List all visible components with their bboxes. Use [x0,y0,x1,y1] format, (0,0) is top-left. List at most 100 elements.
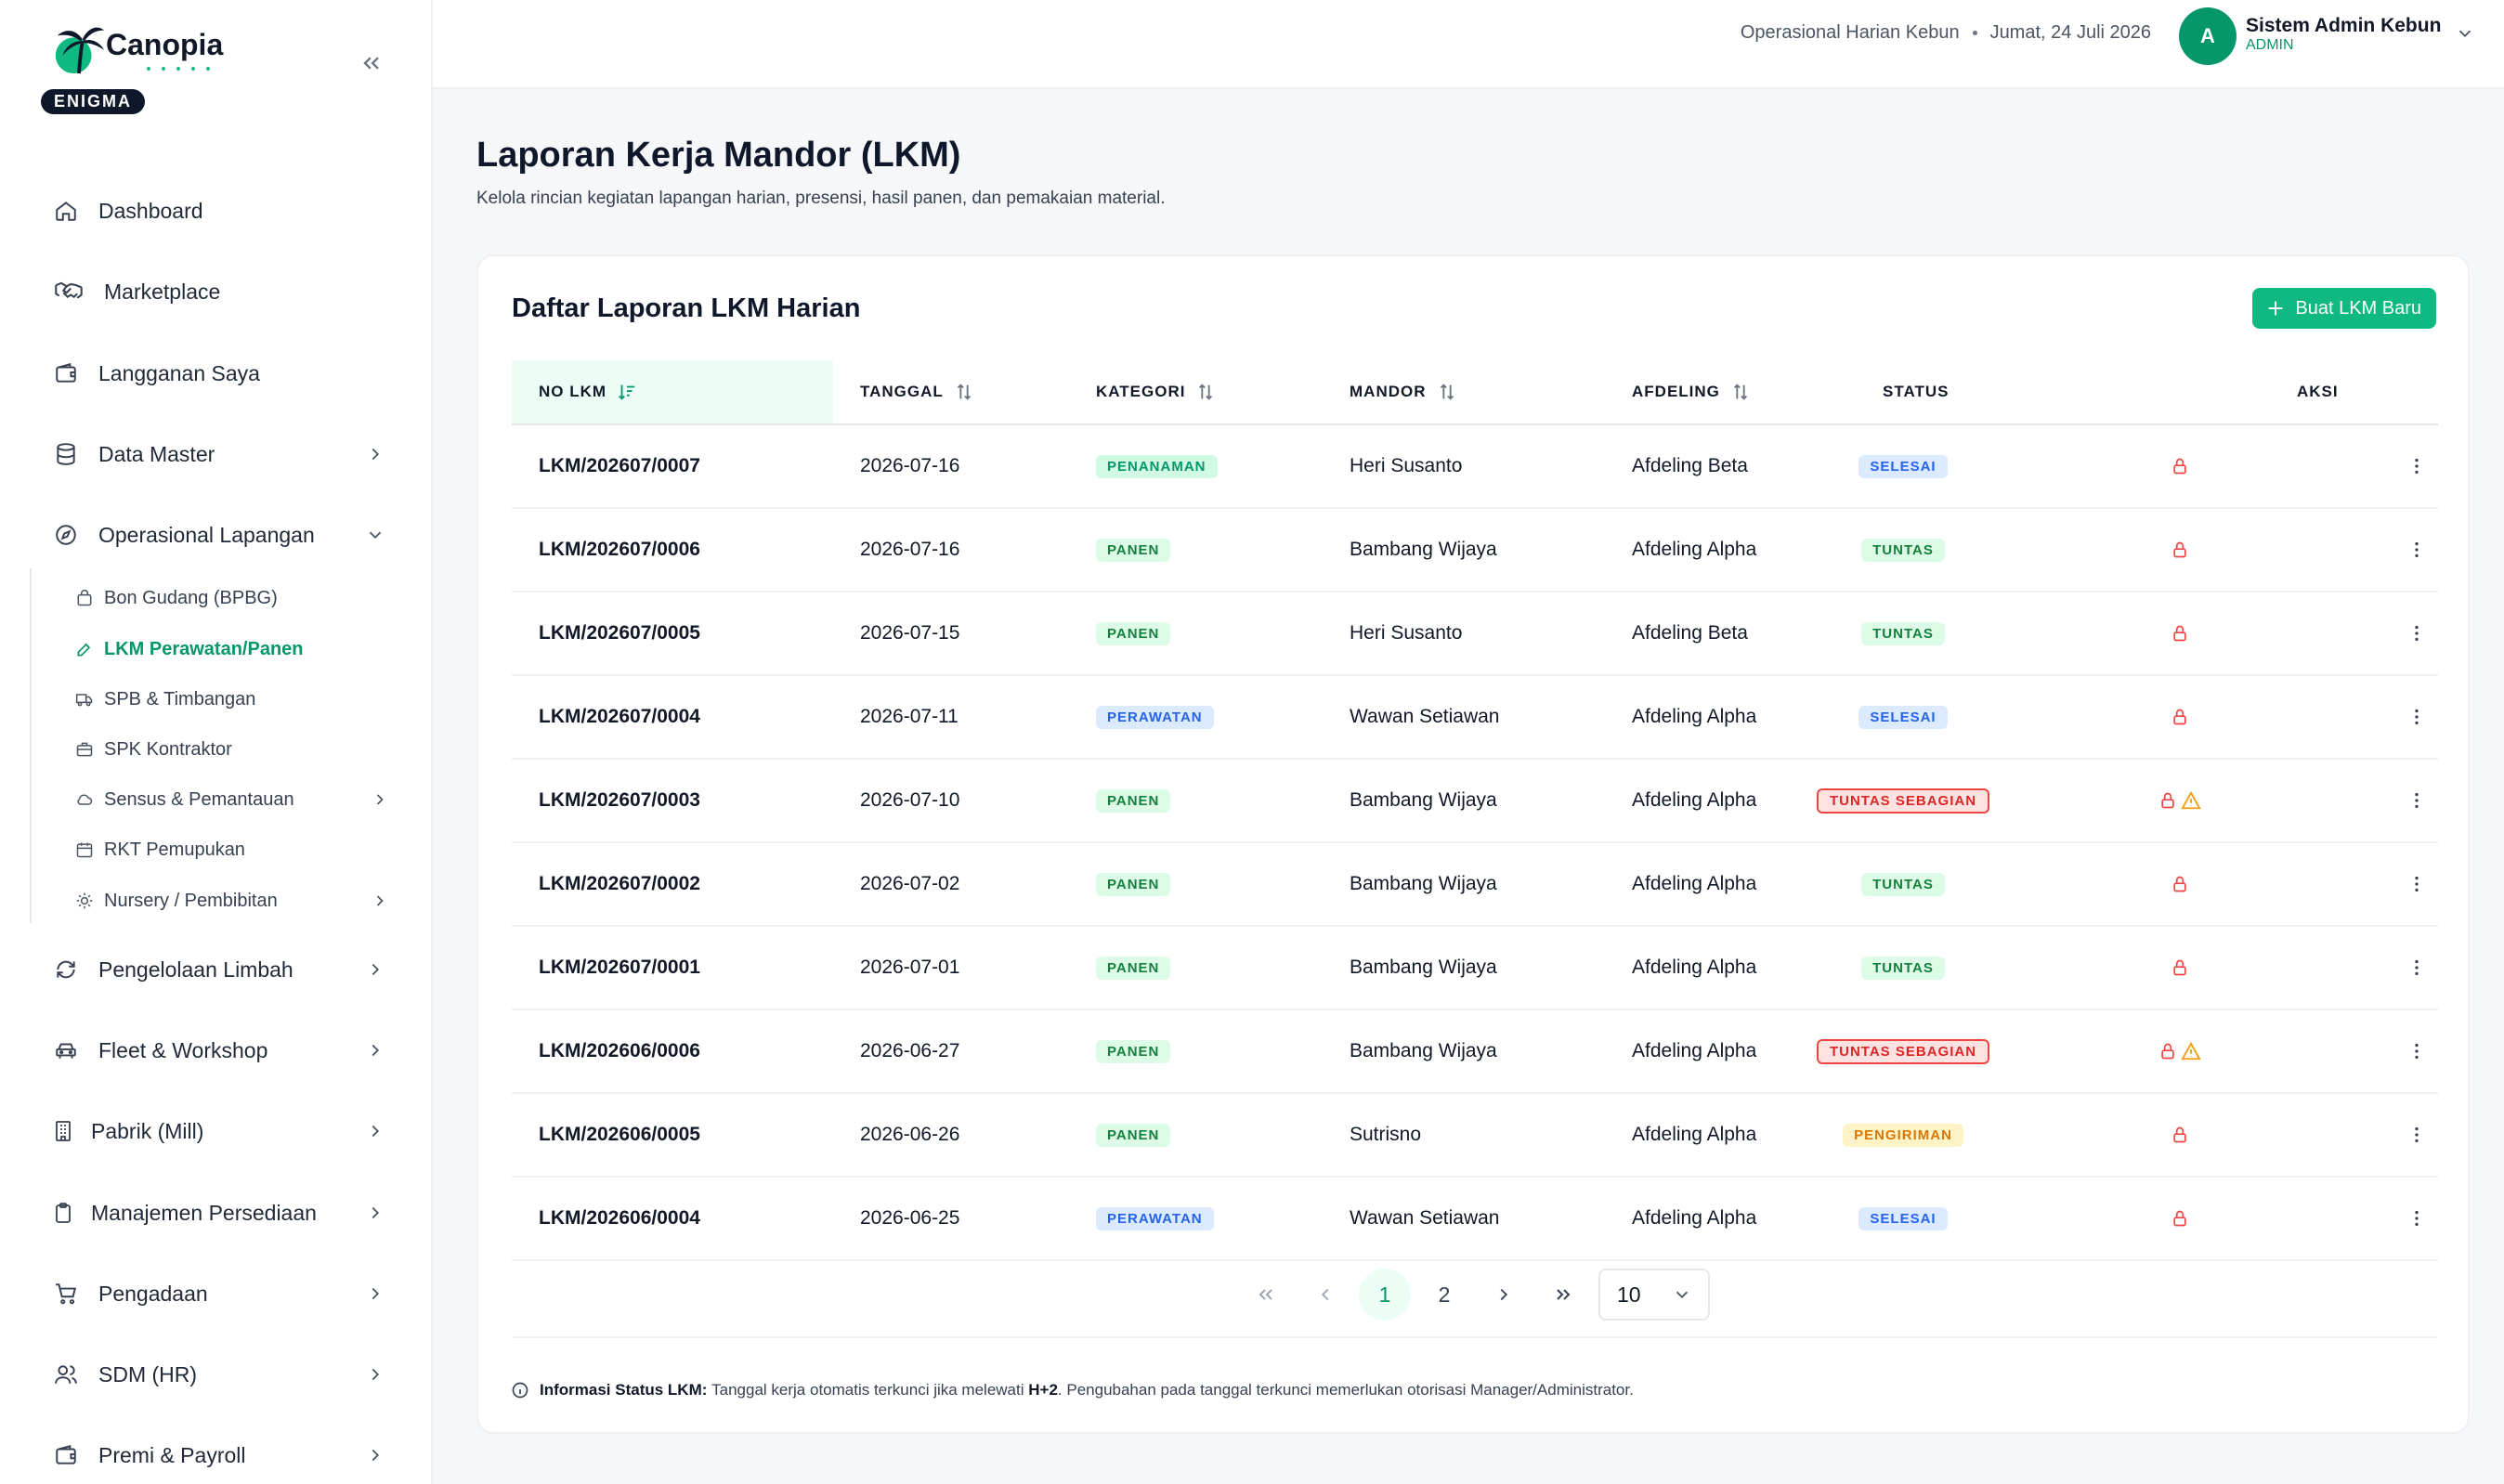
cell-no-lkm[interactable]: LKM/202606/0006 [539,1040,700,1061]
kategori-badge: PERAWATAN [1096,1206,1214,1230]
sidebar-item-langganan[interactable]: Langganan Saya [52,355,386,392]
cell-mandor: Bambang Wijaya [1350,789,1497,811]
page-subtitle: Kelola rincian kegiatan lapangan harian,… [476,189,1166,208]
table-row[interactable]: LKM/202607/0002 2026-07-02 PANEN Bambang Wi… [512,843,2438,927]
sidebar-subitem-label: SPK Kontraktor [104,738,232,760]
row-actions-button[interactable] [2403,1010,2431,1092]
user-menu-chevron-icon[interactable] [2454,22,2476,45]
table-row[interactable]: LKM/202607/0001 2026-07-01 PANEN Bambang Wi… [512,927,2438,1010]
context-info: Operasional Harian Kebun Jumat, 24 Juli … [1741,22,2151,44]
chevron-right-icon [364,1282,386,1305]
chevron-right-icon [1500,1288,1508,1301]
column-tanggal[interactable]: TANGGAL [860,360,975,423]
sidebar-subitem-spk[interactable]: SPK Kontraktor [74,735,390,764]
table-row[interactable]: LKM/202607/0005 2026-07-15 PANEN Heri Susan… [512,592,2438,676]
row-actions-button[interactable] [2403,927,2431,1009]
sidebar-item-marketplace[interactable]: Marketplace [52,273,386,310]
sidebar-subitem-lkm[interactable]: LKM Perawatan/Panen [74,634,390,664]
collapse-sidebar-button[interactable] [353,46,390,80]
sidebar-item-fleet[interactable]: Fleet & Workshop [52,1032,386,1069]
sidebar-item-dashboard[interactable]: Dashboard [52,192,386,229]
table-row[interactable]: LKM/202607/0004 2026-07-11 PERAWATAN Wawan … [512,676,2438,760]
cell-no-lkm[interactable]: LKM/202607/0007 [539,455,700,476]
column-kategori[interactable]: KATEGORI [1096,360,1217,423]
sidebar-subitem-nursery[interactable]: Nursery / Pembibitan [74,886,390,916]
sidebar-item-label: Langganan Saya [98,360,260,385]
user-name[interactable]: Sistem Admin Kebun [2246,15,2442,36]
next-page-button[interactable] [1478,1269,1530,1321]
row-actions-button[interactable] [2403,676,2431,758]
page-1-button[interactable]: 1 [1359,1269,1411,1321]
sidebar-item-data-master[interactable]: Data Master [52,436,386,473]
cell-kategori: PANEN [1096,843,1171,925]
row-actions-button[interactable] [2403,1094,2431,1176]
sidebar-item-label: Fleet & Workshop [98,1037,268,1062]
cell-no-lkm[interactable]: LKM/202606/0005 [539,1124,700,1145]
table-row[interactable]: LKM/202607/0003 2026-07-10 PANEN Bambang Wi… [512,760,2438,843]
cell-no-lkm[interactable]: LKM/202607/0006 [539,539,700,560]
first-page-button[interactable] [1240,1269,1292,1321]
sidebar-subitem-sensus[interactable]: Sensus & Pemantauan [74,785,390,814]
sidebar-item-operasional[interactable]: Operasional Lapangan [52,516,386,553]
last-page-button[interactable] [1537,1269,1589,1321]
sidebar-subitem-spb[interactable]: SPB & Timbangan [74,684,390,714]
chevron-left-icon [1321,1288,1329,1301]
pagination: 1 2 10 [478,1269,2471,1321]
table-row[interactable]: LKM/202607/0006 2026-07-16 PANEN Bambang Wi… [512,509,2438,592]
chevron-right-icon [364,1363,386,1386]
status-badge: SELESAI [1858,454,1948,478]
cell-tanggal: 2026-07-02 [860,873,960,894]
row-actions-button[interactable] [2403,1178,2431,1259]
column-afdeling[interactable]: AFDELING [1632,360,1752,423]
row-actions-button[interactable] [2403,425,2431,507]
row-actions-button[interactable] [2403,592,2431,674]
sidebar-item-limbah[interactable]: Pengelolaan Limbah [52,951,386,988]
row-actions-button[interactable] [2403,509,2431,591]
cell-tanggal: 2026-07-16 [860,539,960,560]
cell-mandor: Wawan Setiawan [1350,706,1500,727]
palm-tree-icon [55,27,105,74]
page-2-button[interactable]: 2 [1438,1282,1451,1307]
column-no-lkm[interactable]: NO LKM [539,360,638,423]
sidebar-item-pabrik[interactable]: Pabrik (Mill) [52,1113,386,1150]
cell-no-lkm[interactable]: LKM/202607/0004 [539,706,700,727]
table-row[interactable]: LKM/202606/0006 2026-06-27 PANEN Bambang Wi… [512,1010,2438,1094]
row-actions-button[interactable] [2403,760,2431,841]
page-title: Laporan Kerja Mandor (LKM) [476,136,961,175]
table-row[interactable]: LKM/202606/0005 2026-06-26 PANEN Sutrisno Af… [512,1094,2438,1178]
cell-lock [2171,1094,2189,1176]
cell-no-lkm[interactable]: LKM/202607/0002 [539,873,700,894]
cell-lock [2171,927,2189,1009]
briefcase-icon [74,739,95,760]
lock-icon [2173,541,2186,558]
sidebar-subitem-rkt[interactable]: RKT Pemupukan [74,835,390,865]
cell-kategori: PANEN [1096,592,1171,674]
wallet-icon [52,1441,80,1469]
sidebar-item-premi[interactable]: Premi & Payroll [52,1437,386,1474]
page-size-select[interactable]: 10 [1598,1269,1710,1321]
brand-name: Canopia [106,28,224,61]
sort-desc-icon [616,381,638,403]
sidebar-subitem-label: Nursery / Pembibitan [104,890,278,911]
sidebar-item-pengadaan[interactable]: Pengadaan [52,1275,386,1312]
cell-no-lkm[interactable]: LKM/202607/0005 [539,622,700,644]
create-lkm-button[interactable]: Buat LKM Baru [2252,288,2436,329]
table-row[interactable]: LKM/202606/0004 2026-06-25 PERAWATAN Wawan … [512,1178,2438,1261]
sidebar-item-persediaan[interactable]: Manajemen Persediaan [52,1194,386,1231]
cell-no-lkm[interactable]: LKM/202607/0003 [539,789,700,811]
cell-mandor: Heri Susanto [1350,455,1463,476]
sidebar-item-sdm[interactable]: SDM (HR) [52,1356,386,1393]
more-vertical-icon [2415,1126,2419,1143]
row-actions-button[interactable] [2403,843,2431,925]
warning-icon [2181,790,2201,810]
sidebar-subitem-bon-gudang[interactable]: Bon Gudang (BPBG) [74,583,390,613]
chevron-right-icon [364,1202,386,1224]
column-label: STATUS [1883,383,1950,400]
table-row[interactable]: LKM/202607/0007 2026-07-16 PENANAMAN Heri S… [512,425,2438,509]
chevrons-left-icon [363,57,379,70]
avatar[interactable]: A [2179,7,2237,65]
cell-no-lkm[interactable]: LKM/202607/0001 [539,957,700,978]
column-mandor[interactable]: MANDOR [1350,360,1458,423]
cell-no-lkm[interactable]: LKM/202606/0004 [539,1207,700,1229]
prev-page-button[interactable] [1299,1269,1351,1321]
